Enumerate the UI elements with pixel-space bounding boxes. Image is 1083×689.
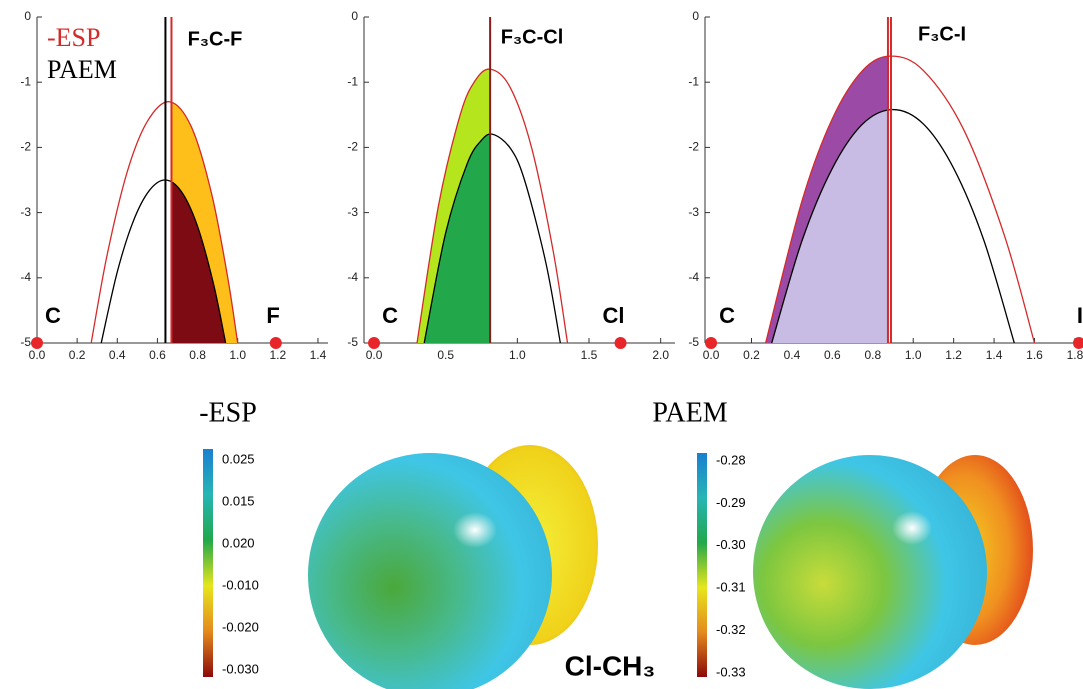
colorbar-label: -0.33 [716,664,746,679]
figure: -ESP PAEM Cl-CH₃ 0.025 0.015 0.020 -0.010 -0… [0,0,1083,689]
x-tick-label: 0.8 [864,348,881,362]
molecule-sphere [753,455,987,689]
y-tick-label: -1 [347,74,358,88]
chart: 0 -1 -2 -3 -4 -5 0.0 0.5 1.0 1.5 2.0 C Cl F₃C-Cl [347,9,675,362]
y-tick-label: -2 [347,140,358,154]
area-fill [772,110,1015,343]
atom-point [705,337,717,349]
panel-title: PAEM [652,397,727,428]
atom-label: C [382,303,398,328]
y-tick-label: -3 [20,205,31,219]
legend-entry: PAEM [47,55,117,84]
y-tick-label: -4 [20,270,31,284]
atom-point [368,337,380,349]
y-tick-label: -3 [688,205,699,219]
highlight [453,512,497,548]
colorbar-label: -0.32 [716,622,746,637]
molecule-label: Cl-CH₃ [565,650,656,681]
y-tick-label: -2 [20,140,31,154]
y-tick-label: -4 [688,270,699,284]
x-tick-label: 0.6 [824,348,841,362]
chart: 0 -1 -2 -3 -4 -5 0.0 0.2 0.4 0.6 0.8 1.0 1.2 1.4 1.6 1.… [688,9,1083,362]
legend-entry: -ESP [47,23,100,52]
x-tick-label: 0.4 [109,348,126,362]
x-tick-label: 1.6 [1026,348,1043,362]
x-tick-label: 1.5 [581,348,598,362]
colorbar-label: 0.020 [222,535,255,550]
x-tick-label: 2.0 [652,348,669,362]
colorbar-label: -0.030 [222,661,259,676]
chart-title: F₃C-F [188,28,243,50]
chart: 0 -1 -2 -3 -4 -50.0 0.2 0.4 0.6 0.8 1.0 1.2 1.4 C F F₃C… [20,9,328,362]
y-tick-label: -3 [347,205,358,219]
colorbar-label: -0.010 [222,577,259,592]
chart-title: F₃C-Cl [501,26,564,48]
colorbar-label: -0.31 [716,580,746,595]
atom-label: F [266,303,279,328]
colorbar [203,449,213,677]
highlight [892,511,932,545]
atom-point [31,337,43,349]
y-tick-label: -5 [20,335,31,349]
colorbar-label: 0.015 [222,493,255,508]
atom-label: C [45,303,61,328]
molecule-sphere [308,453,552,689]
colorbar-label: -0.28 [716,452,746,467]
colorbar-label: -0.30 [716,537,746,552]
y-tick-label: 0 [24,9,31,23]
x-tick-label: 1.4 [310,348,327,362]
atom-point [270,337,282,349]
x-tick-label: 0.0 [703,348,720,362]
y-tick-label: -1 [688,74,699,88]
x-tick-label: 1.0 [509,348,526,362]
colorbar [697,453,707,677]
atom-label: I [1077,303,1083,328]
x-tick-label: 1.0 [229,348,246,362]
atom-point [615,337,627,349]
x-tick-label: 1.4 [986,348,1003,362]
x-tick-label: 0.8 [189,348,206,362]
x-tick-label: 0.0 [366,348,383,362]
x-tick-label: 1.8 [1067,348,1083,362]
panel-title: -ESP [199,397,257,428]
y-tick-label: -5 [688,335,699,349]
atom-label: C [719,303,735,328]
atom-label: Cl [603,303,625,328]
y-tick-label: -4 [347,270,358,284]
x-tick-label: 0.5 [437,348,454,362]
x-tick-label: 0.6 [149,348,166,362]
colorbar-label: -0.020 [222,619,259,634]
y-tick-label: -2 [688,140,699,154]
colorbar-label: 0.025 [222,451,255,466]
y-tick-label: -5 [347,335,358,349]
x-tick-label: 0.4 [784,348,801,362]
colorbar-label: -0.29 [716,495,746,510]
bottom-panel: -ESP PAEM Cl-CH₃ [199,397,1033,689]
x-tick-label: 1.2 [269,348,286,362]
x-tick-label: 0.2 [69,348,86,362]
x-tick-label: 0.2 [743,348,760,362]
chart-title: F₃C-I [918,23,966,45]
y-tick-label: -1 [20,74,31,88]
x-tick-label: 0.0 [29,348,46,362]
y-tick-label: 0 [351,9,358,23]
x-tick-label: 1.0 [905,348,922,362]
x-tick-label: 1.2 [945,348,962,362]
y-tick-label: 0 [692,9,699,23]
